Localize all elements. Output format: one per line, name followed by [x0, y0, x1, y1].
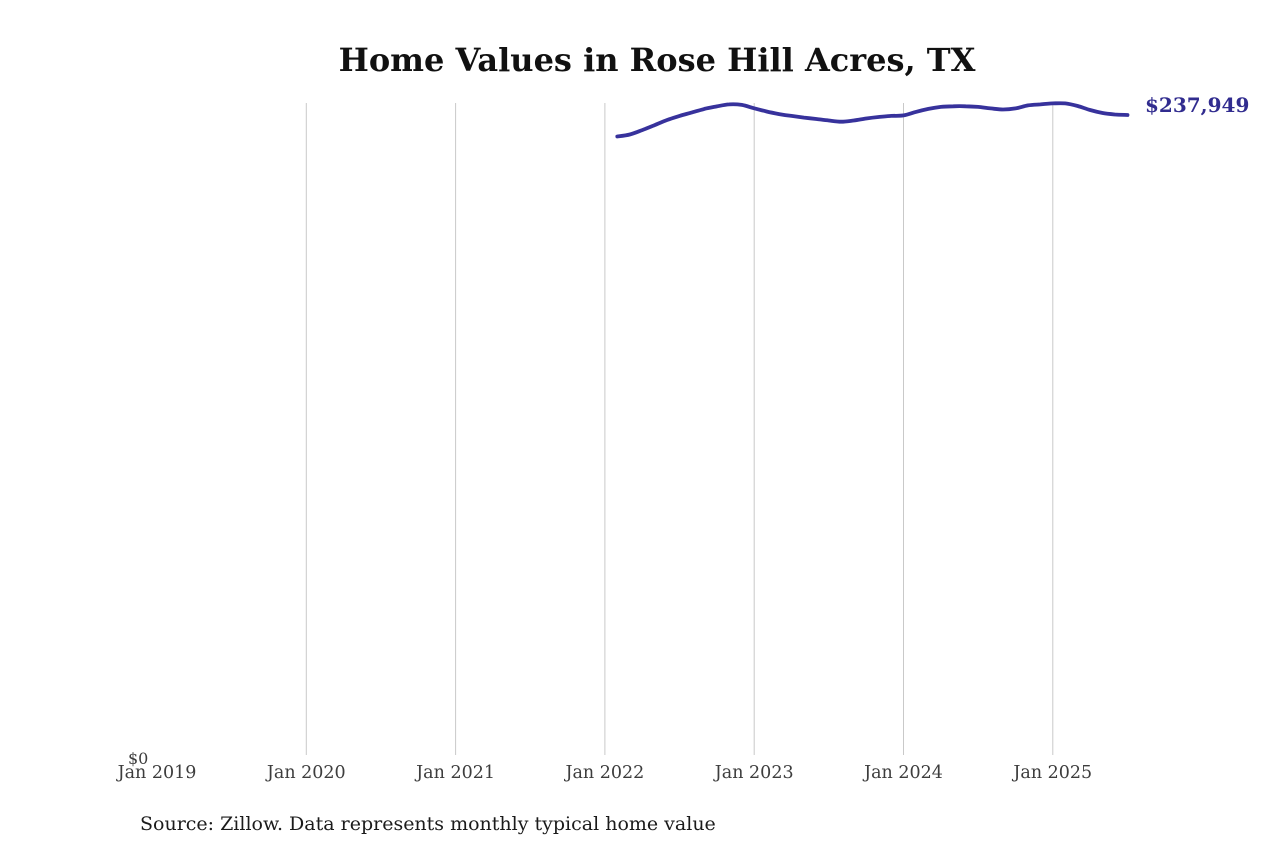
latest-value-label: $237,949 — [1145, 93, 1250, 117]
x-tick-label: Jan 2020 — [266, 763, 346, 783]
y-axis-zero-label: $0 — [128, 749, 149, 768]
x-tick-label: Jan 2023 — [714, 763, 794, 783]
x-tick-label: Jan 2021 — [416, 763, 495, 783]
x-tick-label: Jan 2022 — [565, 763, 645, 783]
x-tick-label: Jan 2024 — [864, 763, 943, 783]
x-tick-label: Jan 2025 — [1013, 763, 1093, 783]
series-line — [615, 101, 1130, 139]
gridline-group — [305, 103, 1054, 755]
source-note: Source: Zillow. Data represents monthly … — [140, 813, 716, 835]
x-tick-label: Jan 2019 — [117, 763, 197, 783]
chart-title: Home Values in Rose Hill Acres, TX — [338, 41, 976, 79]
